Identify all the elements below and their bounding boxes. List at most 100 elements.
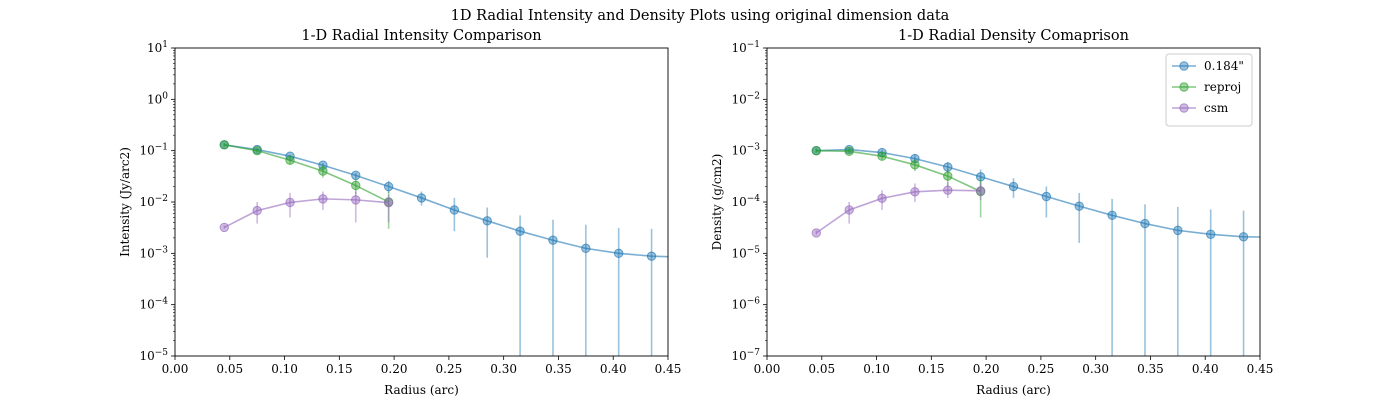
series-line <box>224 144 668 258</box>
data-point <box>844 146 854 157</box>
x-tick-label: 0.30 <box>490 362 517 376</box>
data-point <box>252 205 262 216</box>
data-point <box>318 166 328 176</box>
data-point <box>351 170 361 181</box>
legend: 0.184" reproj csm <box>1165 53 1253 127</box>
data-point <box>910 160 920 170</box>
y-tick-label: 10−3 <box>139 245 168 260</box>
panel-title: 1-D Radial Intensity Comparison <box>301 28 541 44</box>
x-tick-label: 0.45 <box>1247 362 1274 376</box>
plot-area <box>219 140 668 356</box>
data-point <box>449 205 460 215</box>
y-tick-label: 10−2 <box>731 91 760 106</box>
data-point <box>219 222 230 233</box>
data-point <box>1008 181 1019 192</box>
panel-title: 1-D Radial Density Comaprison <box>898 28 1129 44</box>
y-tick-label: 10−3 <box>731 143 760 158</box>
data-point <box>416 193 427 203</box>
data-point <box>1074 201 1084 211</box>
data-point <box>351 195 361 205</box>
data-point <box>252 145 262 156</box>
legend-label: 0.184" <box>1204 59 1244 73</box>
y-tick-label: 10−2 <box>139 194 168 209</box>
data-point <box>1173 225 1183 236</box>
data-point <box>219 140 230 150</box>
data-point <box>351 180 361 191</box>
data-point <box>844 205 854 215</box>
intensity-panel: 1-D Radial Intensity Comparison 0.00 0.05 0… <box>118 28 681 397</box>
data-point <box>943 171 953 181</box>
data-point <box>943 185 953 195</box>
series-0184-group <box>811 144 1260 356</box>
x-tick-label: 0.25 <box>1028 362 1055 376</box>
data-point <box>383 197 394 208</box>
y-tick-label: 10−1 <box>731 40 760 55</box>
series-line <box>816 148 1260 238</box>
x-tick-label: 0.20 <box>973 362 1000 376</box>
x-axis-label: Radius (arc) <box>384 383 459 397</box>
x-tick-label: 0.00 <box>162 362 189 376</box>
series-line <box>816 149 981 193</box>
y-tick-label: 10−4 <box>139 297 168 312</box>
data-point <box>646 251 657 261</box>
series-csm-group <box>219 191 394 233</box>
data-point <box>482 216 492 226</box>
plot-area <box>811 144 1260 356</box>
y-tick-label: 10−4 <box>731 194 760 209</box>
series-line <box>815 189 981 234</box>
series-csm-group <box>811 182 986 238</box>
y-tick-label: 10−5 <box>139 348 168 363</box>
x-tick-label: 0.05 <box>216 362 243 376</box>
data-point <box>877 193 887 204</box>
axes-frame <box>174 47 669 357</box>
x-tick-label: 0.30 <box>1082 362 1109 376</box>
data-point <box>811 228 821 238</box>
data-point <box>515 226 525 236</box>
x-axis-label: Radius (arc) <box>976 383 1051 397</box>
y-tick-label: 10−5 <box>731 245 760 260</box>
data-point <box>943 162 953 172</box>
legend-label: csm <box>1204 101 1229 115</box>
data-point <box>1238 232 1249 242</box>
x-tick-label: 0.15 <box>326 362 353 376</box>
figure-suptitle: 1D Radial Intensity and Density Plots us… <box>451 8 950 24</box>
data-point <box>318 194 328 204</box>
data-point <box>1140 218 1150 229</box>
data-point <box>910 187 920 197</box>
data-point <box>614 248 624 259</box>
x-tick-label: 0.25 <box>436 362 463 376</box>
x-tick-label: 0.40 <box>1192 362 1219 376</box>
series-reproj-group <box>811 145 986 218</box>
data-point <box>1107 210 1117 221</box>
data-point <box>877 151 887 161</box>
x-tick-label: 0.35 <box>545 362 572 376</box>
series-line <box>224 144 389 203</box>
axes-frame <box>766 47 1261 357</box>
series-line <box>223 198 389 229</box>
legend-marker <box>1179 103 1189 113</box>
y-tick-label: 10−6 <box>731 297 760 312</box>
data-point <box>811 145 821 156</box>
x-tick-label: 0.15 <box>918 362 945 376</box>
data-point <box>975 186 986 196</box>
density-panel: 1-D Radial Density Comaprison 0.00 0.05 0.1… <box>710 28 1273 397</box>
y-axis-label: Intensity (Jy/arc2) <box>118 147 132 257</box>
legend-marker <box>1179 82 1189 92</box>
data-point <box>548 235 558 245</box>
data-point <box>285 197 295 208</box>
y-tick-label: 101 <box>147 40 168 55</box>
y-tick-label: 10−7 <box>731 348 760 363</box>
x-tick-label: 0.00 <box>754 362 781 376</box>
y-axis-label: Density (g/cm2) <box>710 154 724 251</box>
legend-marker <box>1179 61 1189 71</box>
data-point <box>975 172 986 182</box>
data-point <box>581 243 591 254</box>
x-tick-label: 0.05 <box>808 362 835 376</box>
legend-label: reproj <box>1204 80 1241 94</box>
x-tick-label: 0.35 <box>1137 362 1164 376</box>
data-point <box>383 181 394 192</box>
x-tick-label: 0.45 <box>655 362 682 376</box>
x-tick-label: 0.10 <box>863 362 890 376</box>
